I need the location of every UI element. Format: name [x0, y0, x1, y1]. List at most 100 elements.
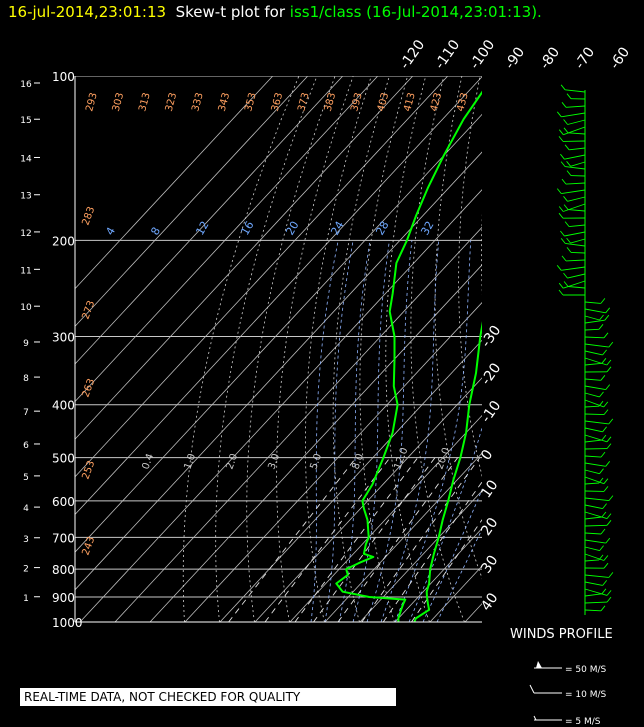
moist-adiabat-line — [352, 240, 390, 622]
title-datetime: 16-jul-2014,23:01:13 — [8, 3, 167, 21]
isotherm-line — [75, 76, 309, 327]
wind-barb — [565, 182, 586, 185]
moist-label: 20 — [283, 219, 301, 238]
wind-barb — [584, 427, 603, 433]
pressure-tick-label: 500 — [52, 452, 75, 466]
wind-barb — [584, 462, 606, 467]
theta-label: 353 — [243, 91, 259, 112]
moist-label: 12 — [193, 219, 211, 238]
wind-barb-flag — [605, 461, 611, 467]
wind-barb — [584, 601, 608, 604]
wind-barb-flag — [563, 281, 569, 287]
dry-adiabat-line — [182, 76, 300, 622]
wind-barb-flag — [563, 204, 569, 210]
dry-adiabat-line — [276, 76, 354, 622]
wind-barb-flag — [603, 555, 609, 561]
isotherm-line — [75, 113, 482, 553]
wind-barb-flag — [603, 409, 609, 415]
wind-barb-flag — [602, 503, 607, 509]
theta-label: 383 — [323, 91, 339, 112]
wind-barb-flag — [561, 102, 567, 108]
profile-lines — [335, 90, 482, 622]
moist-adiabat-line — [366, 240, 413, 622]
wind-barb-flag — [563, 196, 568, 202]
wind-barb-flag — [564, 221, 570, 227]
theta-label: 343 — [217, 91, 233, 112]
right-temp-tick-label: 10 — [478, 477, 501, 501]
title-station: iss1/class (16-Jul-2014,23:01:13). — [289, 3, 542, 21]
theta-label: 413 — [402, 91, 418, 112]
wind-barb-flag — [600, 451, 606, 458]
wind-barb-flag — [603, 478, 609, 484]
wind-barb — [565, 242, 586, 247]
wind-barb — [565, 259, 586, 262]
height-tick-label: 9 — [23, 339, 29, 349]
wind-barb-flag — [606, 436, 612, 443]
theta-label: 433 — [455, 91, 471, 112]
wind-barb — [584, 308, 606, 314]
wind-barb-flag — [606, 520, 612, 526]
isotherm-line — [184, 302, 482, 622]
wind-barb — [561, 266, 586, 271]
wind-barb — [561, 189, 586, 195]
theta-label: 423 — [429, 91, 445, 112]
wind-barb-flag — [561, 255, 567, 262]
dry-adiabat-line — [504, 76, 605, 622]
height-tick-label: 16 — [20, 80, 32, 90]
wind-barb — [584, 574, 609, 578]
moist-label: 32 — [418, 219, 436, 238]
legend-pennant — [536, 661, 542, 668]
legend-label: = 5 M/S — [565, 717, 601, 727]
mixing-ratio-line — [264, 457, 391, 622]
pressure-tick-label: 900 — [52, 591, 75, 605]
dry-adiabat-line — [546, 76, 644, 622]
isotherm-line — [289, 414, 482, 622]
wind-barb-flag — [606, 359, 612, 366]
height-tick-label: 12 — [20, 229, 31, 239]
mixing-ratio-line — [228, 457, 357, 622]
right-temp-tick-label: -30 — [478, 323, 504, 351]
wind-barb-flag — [560, 153, 565, 160]
moist-label: 28 — [373, 219, 391, 238]
wind-barb-flag — [608, 572, 614, 578]
pressure-tick-label: 600 — [52, 495, 75, 509]
pressure-tick-label: 400 — [52, 399, 75, 413]
wind-barb — [584, 315, 600, 321]
moist-label: 4 — [103, 225, 118, 238]
pressure-tick-label: 1000 — [52, 616, 83, 630]
theta-left-label: 263 — [80, 377, 97, 399]
wind-barb — [563, 280, 586, 289]
wind-barb — [584, 439, 602, 443]
dry-adiabat-line — [586, 76, 644, 622]
wind-barb — [584, 516, 602, 520]
wind-barb-flag — [608, 495, 614, 501]
theta-left-label: 243 — [80, 535, 97, 557]
wind-barb — [563, 126, 586, 136]
wind-barb-flag — [560, 238, 566, 244]
top-temp-tick-label: -80 — [537, 44, 563, 72]
mixing-ratio-line — [294, 457, 419, 622]
theta-label: 403 — [376, 91, 392, 112]
wind-barb — [567, 196, 586, 202]
wind-barb-flag — [598, 324, 604, 330]
wind-barb-flag — [566, 161, 571, 167]
moist-label: 16 — [238, 219, 256, 238]
theta-left-label: 283 — [80, 205, 97, 227]
isotherm-line — [79, 189, 482, 622]
wind-barb — [584, 482, 600, 485]
wind-barb-flag — [600, 298, 606, 304]
wind-barb-flag — [601, 511, 607, 518]
wind-barb — [584, 588, 608, 596]
wind-barb — [584, 413, 605, 416]
wind-barb-flag — [558, 129, 564, 135]
skewt-grid — [75, 76, 482, 622]
wind-barb-flag — [605, 537, 611, 544]
moist-adiabat-line — [310, 240, 339, 622]
height-tick-label: 10 — [20, 303, 32, 313]
dry-adiabat-line — [304, 76, 372, 622]
wind-barb — [584, 378, 601, 381]
height-tick-label: 3 — [23, 535, 29, 545]
right-temp-tick-label: -10 — [478, 398, 504, 426]
moist-adiabat-line — [338, 240, 371, 622]
moist-adiabat-line — [422, 488, 482, 622]
